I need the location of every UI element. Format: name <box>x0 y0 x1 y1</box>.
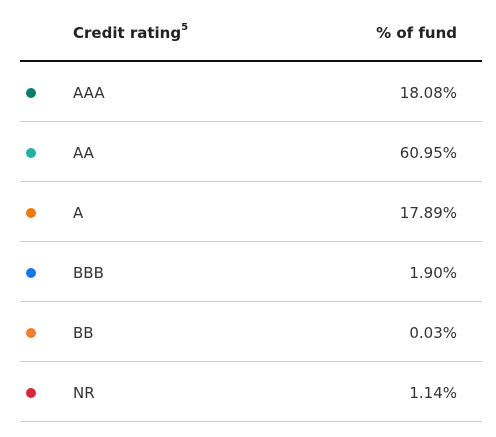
table-header: Credit rating5 % of fund <box>20 0 482 62</box>
header-rating: Credit rating5 <box>73 22 189 42</box>
rating-label: BBB <box>73 264 104 282</box>
rating-dot <box>26 208 36 218</box>
fund-share: 60.95% <box>399 144 457 162</box>
footnote-marker: 5 <box>181 22 189 33</box>
rating-dot <box>26 328 36 338</box>
rating-dot <box>26 88 36 98</box>
table-row: AA 60.95% <box>20 122 482 182</box>
rating-label: AAA <box>73 84 105 102</box>
rating-label: NR <box>73 384 95 402</box>
fund-share: 0.03% <box>409 324 457 342</box>
table-row: BBB 1.90% <box>20 242 482 302</box>
rating-label: A <box>73 204 84 222</box>
rating-dot <box>26 268 36 278</box>
rating-dot <box>26 148 36 158</box>
rating-dot <box>26 388 36 398</box>
fund-share: 1.14% <box>409 384 457 402</box>
table-row: NR 1.14% <box>20 362 482 422</box>
fund-share: 1.90% <box>409 264 457 282</box>
fund-share: 17.89% <box>399 204 457 222</box>
credit-rating-table: Credit rating5 % of fund AAA 18.08% AA 60.9… <box>20 0 482 422</box>
header-rating-text: Credit rating <box>73 24 182 42</box>
header-share: % of fund <box>376 24 457 42</box>
fund-share: 18.08% <box>399 84 457 102</box>
rating-label: AA <box>73 144 94 162</box>
table-row: A 17.89% <box>20 182 482 242</box>
table-row: AAA 18.08% <box>20 62 482 122</box>
rating-label: BB <box>73 324 94 342</box>
table-row: BB 0.03% <box>20 302 482 362</box>
